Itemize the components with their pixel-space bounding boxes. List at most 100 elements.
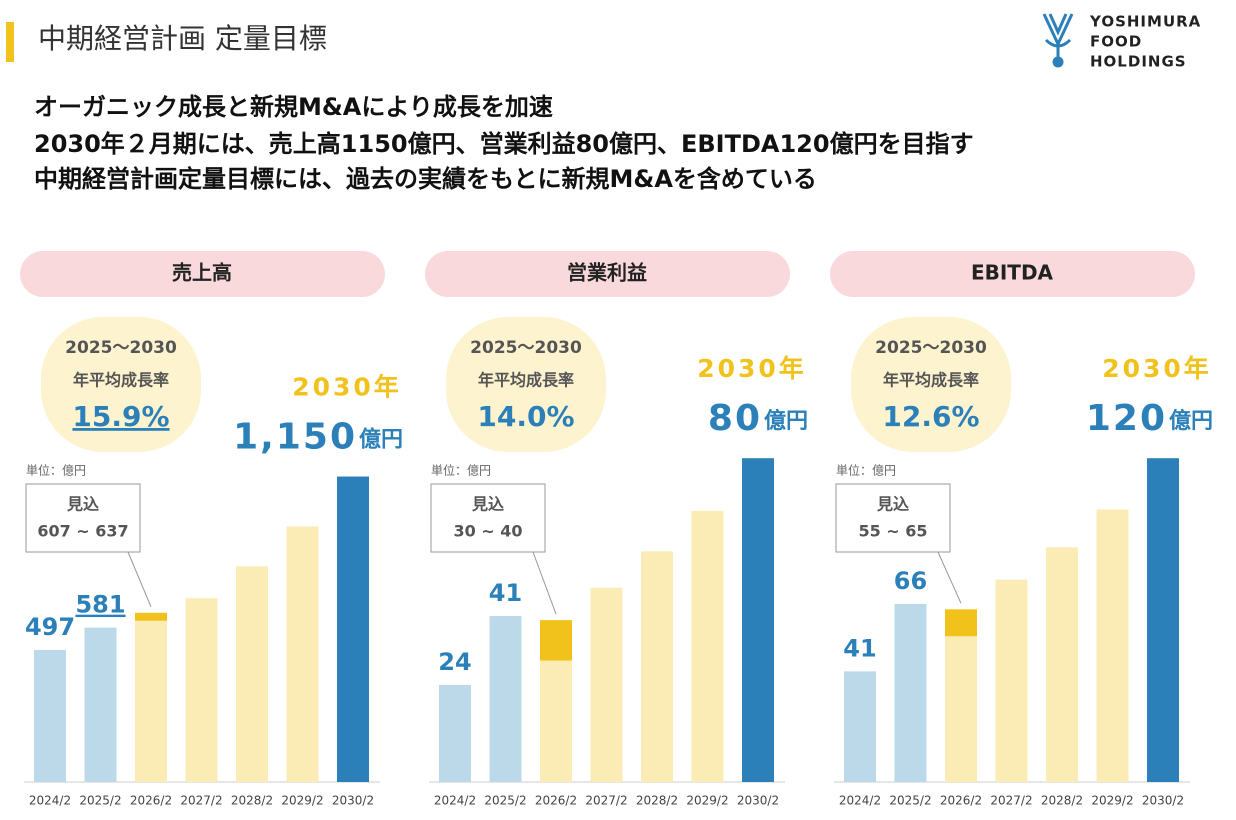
x-tick-label: 2024/2 [29,794,71,808]
cagr-period: 2025〜2030 [875,338,987,358]
panel-title: EBITDA [971,261,1054,285]
headline: 2030年２月期には、売上高1150億円、営業利益80億円、EBITDA120億… [34,130,974,158]
x-tick-label: 2029/2 [1091,794,1133,808]
x-tick-label: 2028/2 [231,794,273,808]
slide-title: 中期経営計画 定量目標 [38,22,327,55]
title-accent [6,22,14,62]
target-value: 80 [708,398,762,439]
target-value: 1,150 [233,417,357,458]
bar-range [540,620,572,661]
x-tick-label: 2029/2 [281,794,323,808]
value-label: 41 [489,579,522,607]
x-tick-label: 2029/2 [686,794,728,808]
forecast-range: 55 ~ 65 [858,522,927,541]
unit-note: 単位：億円 [431,463,491,478]
logo-icon [1042,13,1074,68]
forecast-box [25,483,141,553]
value-label: 24 [438,648,471,676]
target-year: 2030年 [292,373,402,402]
forecast-box [430,483,546,553]
cagr-bubble [851,317,1011,452]
bar [236,566,268,782]
target-unit: 億円 [764,408,808,434]
cagr-value: 14.0% [477,400,574,433]
bar [1147,458,1179,782]
x-tick-label: 2025/2 [484,794,526,808]
unit-note: 単位：億円 [26,463,86,478]
target-value: 120 [1086,398,1167,439]
x-tick-label: 2027/2 [585,794,627,808]
cagr-period: 2025〜2030 [65,338,177,358]
target-year: 2030年 [1102,354,1212,383]
x-tick-label: 2030/2 [1142,794,1184,808]
value-label: 581 [75,591,125,619]
cagr-label: 年平均成長率 [478,371,574,390]
x-tick-label: 2027/2 [990,794,1032,808]
panel-title: 売上高 [172,261,232,285]
cagr-label: 年平均成長率 [883,371,979,390]
bar [590,587,623,782]
forecast-title: 見込 [471,495,504,514]
value-label: 41 [843,634,876,662]
target-year: 2030年 [697,354,807,383]
x-tick-label: 2024/2 [434,794,476,808]
bar [489,616,522,782]
x-tick-label: 2028/2 [636,794,678,808]
bar [135,620,167,782]
target-unit: 億円 [359,427,403,453]
bar [34,649,66,782]
bar [337,476,369,782]
bar-range [135,612,167,621]
bar [185,598,218,782]
x-tick-label: 2028/2 [1041,794,1083,808]
logo-text: FOOD [1090,33,1142,51]
bar [641,551,673,782]
bar [894,603,927,782]
bar [742,458,774,782]
x-tick-label: 2026/2 [940,794,982,808]
headline: オーガニック成長と新規M&Aにより成長を加速 [34,93,553,121]
cagr-label: 年平均成長率 [73,371,169,390]
bar [439,684,471,782]
unit-note: 単位：億円 [836,463,896,478]
x-tick-label: 2025/2 [889,794,931,808]
x-tick-label: 2030/2 [737,794,779,808]
bar [691,510,724,782]
x-tick-label: 2024/2 [839,794,881,808]
x-tick-label: 2030/2 [332,794,374,808]
logo-text: YOSHIMURA [1089,13,1201,31]
value-label: 497 [25,613,75,641]
panel-header [830,251,1195,297]
leader-line [127,551,152,607]
forecast-title: 見込 [66,495,99,514]
headline: 中期経営計画定量目標には、過去の実績をもとに新規M&Aを含めている [34,165,817,193]
logo-text: HOLDINGS [1090,53,1187,71]
bar [540,660,572,782]
bar [286,526,319,782]
panel-title: 営業利益 [567,261,647,285]
bar [1046,547,1078,782]
bar [84,627,117,782]
bar [844,671,876,782]
cagr-period: 2025〜2030 [470,338,582,358]
cagr-value: 12.6% [882,400,979,433]
cagr-value: 15.9% [72,400,169,433]
forecast-range: 30 ~ 40 [453,522,522,541]
bar-range [945,609,977,637]
leader-line [937,551,962,604]
bar [995,579,1028,782]
bar [1096,509,1129,782]
x-tick-label: 2025/2 [79,794,121,808]
panel-header [425,251,790,297]
forecast-title: 見込 [876,495,909,514]
bar [945,636,977,782]
forecast-range: 607 ~ 637 [37,522,128,541]
forecast-box [835,483,951,553]
x-tick-label: 2027/2 [180,794,222,808]
value-label: 66 [894,567,927,595]
panel-header [20,251,385,297]
target-unit: 億円 [1169,408,1213,434]
cagr-bubble [41,317,201,452]
x-tick-label: 2026/2 [535,794,577,808]
